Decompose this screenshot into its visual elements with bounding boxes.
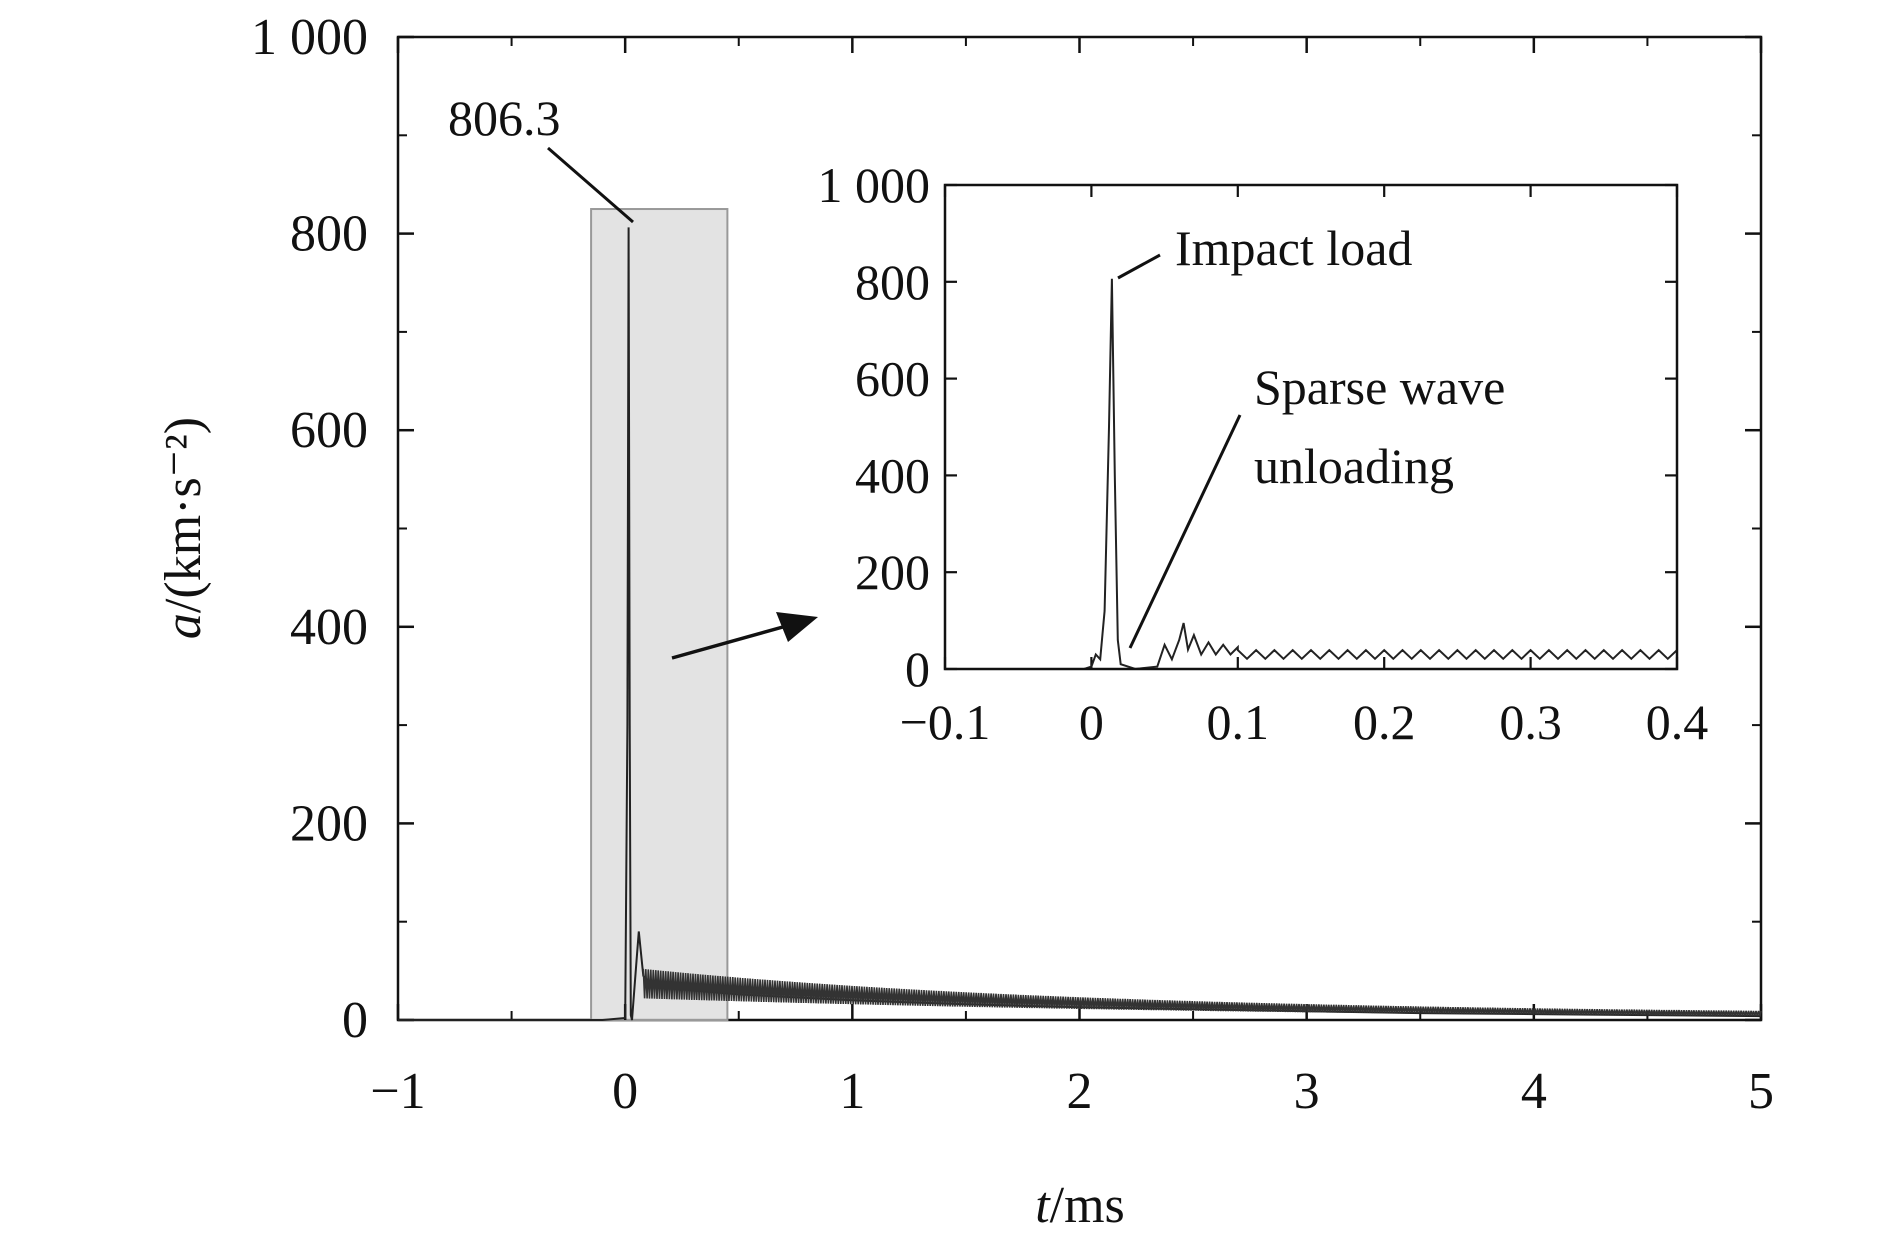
main-x-tick-label: 0 xyxy=(612,1063,638,1120)
zoom-arrow xyxy=(671,623,791,660)
main-x-tick-label: 3 xyxy=(1294,1063,1320,1120)
main-y-tick-label: 200 xyxy=(290,795,368,852)
highlight-region xyxy=(590,208,729,1021)
main-x-tick-label: 2 xyxy=(1067,1063,1093,1120)
inset-x-tick-label: 0.1 xyxy=(1207,694,1270,750)
inset-y-tick-label: 600 xyxy=(855,351,930,407)
main-x-tick-label: 4 xyxy=(1521,1063,1547,1120)
inset-plot-background xyxy=(945,185,1677,669)
inset-y-tick-label: 200 xyxy=(855,544,930,600)
inset-x-tick-label: 0.3 xyxy=(1499,694,1562,750)
main-y-tick-label: 1 000 xyxy=(251,9,368,66)
main-x-tick-label: −1 xyxy=(370,1063,425,1120)
inset-plot-frame xyxy=(943,183,1679,671)
main-y-tick-label: 400 xyxy=(290,599,368,656)
unloading-label: unloading xyxy=(1254,438,1454,494)
impact-load-leader xyxy=(1117,253,1161,280)
main-oscillation-band xyxy=(642,968,1762,1017)
inset-y-tick-label: 1 000 xyxy=(818,157,931,213)
inset-y-tick-label: 400 xyxy=(855,447,930,503)
main-decay-band xyxy=(642,968,1762,1017)
main-y-tick-label: 0 xyxy=(342,992,368,1049)
inset-x-tick-label: 0 xyxy=(1079,694,1104,750)
inset-x-tick-label: −0.1 xyxy=(900,694,991,750)
peak-label: 806.3 xyxy=(448,90,561,146)
main-y-tick-label: 600 xyxy=(290,402,368,459)
y-axis-title: a/(km·s⁻²) xyxy=(155,417,212,639)
inset-x-tick-label: 0.4 xyxy=(1646,694,1709,750)
inset-y-tick-label: 800 xyxy=(855,254,930,310)
peak-leader-line xyxy=(547,146,634,224)
sparse-wave-label: Sparse wave xyxy=(1254,359,1505,415)
main-y-tick-label: 800 xyxy=(290,206,368,263)
main-x-tick-label: 1 xyxy=(839,1063,865,1120)
zoom-arrow-head xyxy=(776,612,818,642)
main-x-tick-label: 5 xyxy=(1748,1063,1774,1120)
x-axis-title: t/ms xyxy=(1035,1177,1125,1234)
main-ticks xyxy=(396,35,1763,1022)
impact-load-label: Impact load xyxy=(1175,220,1412,276)
sparse-wave-leader xyxy=(1128,414,1242,649)
inset-x-tick-label: 0.2 xyxy=(1353,694,1416,750)
inset-y-tick-label: 0 xyxy=(905,641,930,697)
